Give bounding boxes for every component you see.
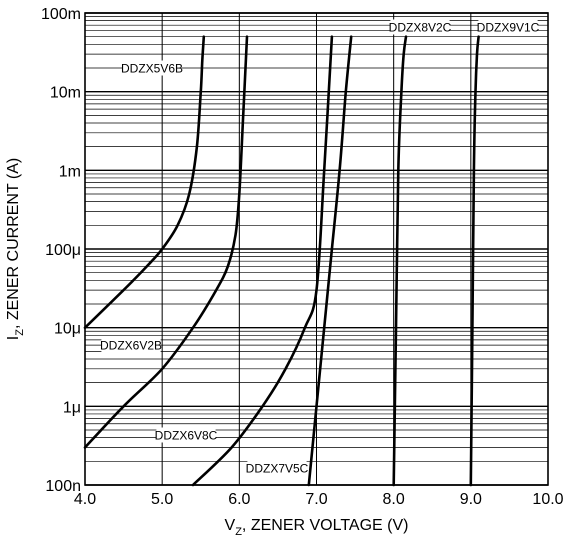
curve-ddzx9v1c [469,35,480,487]
curve-label-ddzx9v1c: DDZX9V1C [477,21,540,35]
x-tick-label: 10.0 [532,491,563,508]
curves [83,35,480,487]
curve-label-ddzx6v2b: DDZX6V2B [100,339,162,353]
x-axis-label: VZ, ZENER VOLTAGE (V) [225,517,409,538]
y-tick-label: 1m [59,163,81,180]
curve-label-ddzx7v5c: DDZX7V5C [246,462,309,476]
x-axis-label-sub: Z [235,526,242,538]
curve-ddzx6v8c [191,35,334,487]
y-tick-label: 1μ [63,399,81,416]
y-axis-label-main: I [5,336,22,340]
y-tick-label: 10μ [54,321,81,338]
curve-ddzx8v2c [392,35,408,487]
y-tick-label: 100μ [45,242,81,259]
y-tick-labels: 100n 1μ 10μ 100μ 1m 10m 100m [41,6,81,495]
curve-label-bg [122,60,182,76]
x-tick-label: 9.0 [460,491,482,508]
x-axis-label-rest: , ZENER VOLTAGE (V) [242,517,409,534]
x-tick-labels: 4.0 5.0 6.0 7.0 8.0 9.0 10.0 [74,491,564,508]
curve-label-bg [390,19,450,35]
x-tick-label: 4.0 [74,491,96,508]
y-tick-label: 10m [50,85,81,102]
y-axis-label: IZ, ZENER CURRENT (A) [5,158,26,340]
curve-label-ddzx5v6b: DDZX5V6B [121,62,183,76]
curve-label-bg [156,427,216,443]
curve-ddzx7v5c [307,35,353,487]
y-axis-label-rest: , ZENER CURRENT (A) [5,158,22,329]
curve-label-ddzx8v2c: DDZX8V2C [389,21,452,35]
curve-label-ddzx6v8c: DDZX6V8C [155,429,218,443]
curve-label-bg [101,337,161,353]
x-tick-label: 8.0 [383,491,405,508]
curve-ddzx5v6b [83,35,206,329]
x-axis-label-main: V [225,517,236,534]
x-tick-label: 7.0 [305,491,327,508]
plot-frame [84,12,549,486]
curve-label-bg [247,460,307,476]
y-axis-label-sub: Z [14,329,26,336]
x-tick-label: 6.0 [228,491,250,508]
curve-label-bg [478,19,538,35]
curve-ddzx6v2b [83,35,249,449]
x-tick-label: 5.0 [151,491,173,508]
y-tick-label: 100m [41,6,81,23]
y-tick-label: 100n [45,478,81,495]
curve-labels: DDZX5V6B DDZX6V2B DDZX6V8C DDZX7V5C DDZX8V2C… [100,19,540,476]
